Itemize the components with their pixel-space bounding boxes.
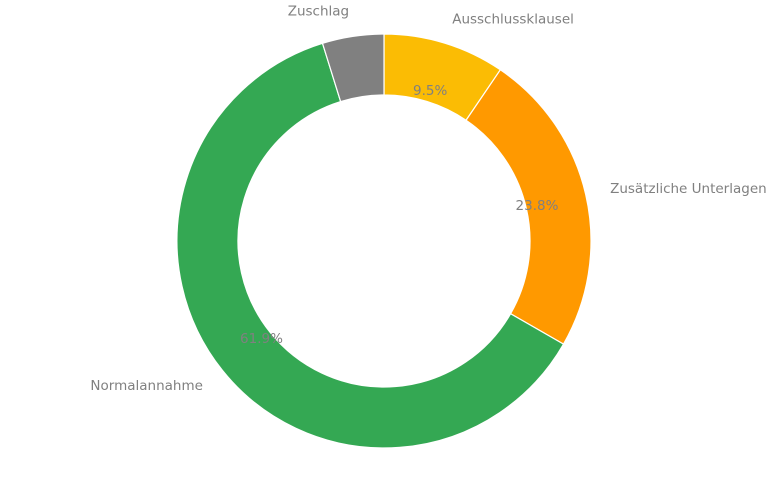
slice-normalannahme [176,42,565,449]
category-label-normalannahme: Normalannahme [90,378,203,394]
value-label-zusatzliche-unterlagen: 23.8% [516,198,559,214]
value-label-normalannahme: 61.9% [240,331,283,347]
donut-labels: 9.5% Ausschlussklausel 23.8% Zusätzliche Un… [90,4,766,394]
category-label-ausschlussklausel: Ausschlussklausel [452,11,574,27]
donut-slices [176,33,592,449]
slice-zuschlag [321,33,385,103]
category-label-zuschlag: Zuschlag [288,4,349,20]
value-label-zuschlag: 4.8% [343,78,377,94]
category-label-zusatzliche-unterlagen: Zusätzliche Unterlagen [610,181,767,197]
value-label-ausschlussklausel: 9.5% [413,83,447,99]
